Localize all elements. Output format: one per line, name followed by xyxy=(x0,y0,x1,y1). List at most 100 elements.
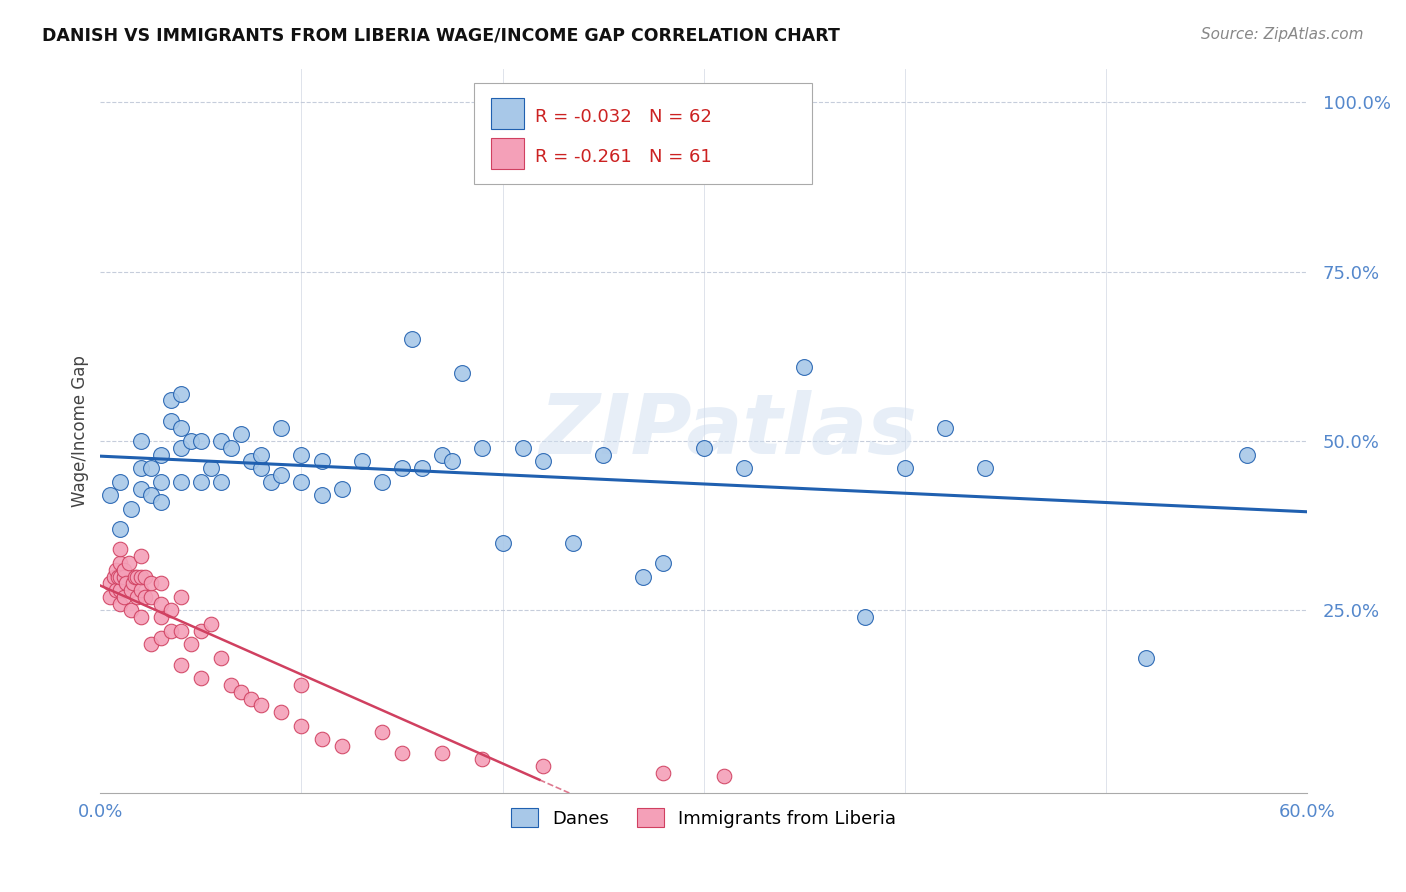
Point xyxy=(441,454,464,468)
Point xyxy=(100,488,122,502)
Point xyxy=(125,590,148,604)
Point xyxy=(170,475,193,489)
Point xyxy=(219,441,242,455)
Point xyxy=(853,610,876,624)
Point xyxy=(633,569,655,583)
Point xyxy=(105,583,128,598)
Point xyxy=(432,448,454,462)
Point xyxy=(115,576,138,591)
Text: R = -0.261   N = 61: R = -0.261 N = 61 xyxy=(534,148,711,166)
Point xyxy=(330,482,353,496)
Legend: Danes, Immigrants from Liberia: Danes, Immigrants from Liberia xyxy=(503,801,904,835)
Point xyxy=(100,576,122,591)
Point xyxy=(170,441,193,455)
Point xyxy=(592,448,614,462)
Point xyxy=(120,603,142,617)
Point xyxy=(652,556,675,570)
Point xyxy=(114,569,136,583)
Point xyxy=(129,583,152,598)
Point xyxy=(149,448,172,462)
Point xyxy=(250,698,273,713)
Point xyxy=(159,393,181,408)
Point xyxy=(512,441,534,455)
Point xyxy=(200,617,222,632)
Point xyxy=(170,420,193,434)
Point xyxy=(139,461,162,475)
Point xyxy=(432,746,454,760)
Point xyxy=(105,563,128,577)
Point xyxy=(190,671,212,685)
Point xyxy=(117,556,139,570)
Point xyxy=(270,420,292,434)
Point xyxy=(290,678,312,692)
Point xyxy=(240,691,263,706)
Point xyxy=(170,590,193,604)
Point xyxy=(562,535,585,549)
Point xyxy=(531,454,554,468)
Point xyxy=(330,739,353,753)
Point xyxy=(894,461,917,475)
Point xyxy=(134,569,156,583)
Point xyxy=(190,475,212,489)
Point xyxy=(209,651,232,665)
FancyBboxPatch shape xyxy=(474,83,813,185)
Point xyxy=(934,420,956,434)
Point xyxy=(180,434,202,449)
Point xyxy=(114,563,136,577)
Point xyxy=(974,461,997,475)
Point xyxy=(110,597,132,611)
Point xyxy=(652,766,675,780)
Point xyxy=(209,475,232,489)
Text: DANISH VS IMMIGRANTS FROM LIBERIA WAGE/INCOME GAP CORRELATION CHART: DANISH VS IMMIGRANTS FROM LIBERIA WAGE/I… xyxy=(42,27,839,45)
Point xyxy=(200,461,222,475)
Point xyxy=(190,434,212,449)
Point xyxy=(129,482,152,496)
Point xyxy=(129,434,152,449)
Point xyxy=(110,522,132,536)
Point xyxy=(120,501,142,516)
FancyBboxPatch shape xyxy=(491,138,524,169)
Point xyxy=(270,467,292,482)
Point xyxy=(129,461,152,475)
Point xyxy=(129,610,152,624)
Point xyxy=(170,624,193,638)
Point xyxy=(491,535,513,549)
Point xyxy=(110,583,132,598)
Point xyxy=(149,631,172,645)
Point xyxy=(139,590,162,604)
Point xyxy=(159,624,181,638)
Text: Source: ZipAtlas.com: Source: ZipAtlas.com xyxy=(1201,27,1364,42)
Point xyxy=(531,759,554,773)
Point xyxy=(170,657,193,672)
Point xyxy=(471,752,494,766)
Point xyxy=(231,427,253,442)
Point xyxy=(471,441,494,455)
Point xyxy=(250,461,273,475)
Point xyxy=(391,746,413,760)
Point xyxy=(149,610,172,624)
Point xyxy=(401,333,423,347)
FancyBboxPatch shape xyxy=(491,98,524,128)
Point xyxy=(290,475,312,489)
Point xyxy=(180,637,202,651)
Point xyxy=(1135,651,1157,665)
Point xyxy=(692,441,714,455)
Point xyxy=(391,461,413,475)
Point xyxy=(149,576,172,591)
Point xyxy=(110,569,132,583)
Point xyxy=(120,583,142,598)
Point xyxy=(371,725,394,739)
Point xyxy=(159,603,181,617)
Point xyxy=(114,590,136,604)
Point xyxy=(149,495,172,509)
Point xyxy=(110,542,132,557)
Point xyxy=(311,454,333,468)
Point xyxy=(139,637,162,651)
Point xyxy=(371,475,394,489)
Point xyxy=(170,386,193,401)
Point xyxy=(103,569,125,583)
Point xyxy=(139,576,162,591)
Point xyxy=(1236,448,1258,462)
Point xyxy=(159,414,181,428)
Point xyxy=(100,590,122,604)
